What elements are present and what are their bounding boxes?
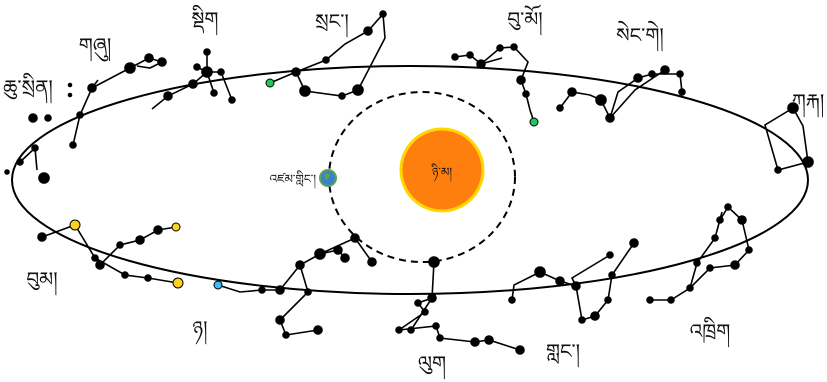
constellation-gemini — [646, 203, 753, 304]
sun-label: ཉི་མ། — [431, 163, 452, 182]
label-gemini: འཁྲིག — [690, 316, 731, 348]
earth-label: འཛམ་གླིང་། — [270, 170, 317, 189]
label-aries: ལུག — [418, 351, 446, 380]
constellation-capricorn — [4, 82, 73, 184]
constellation-taurus — [508, 238, 639, 324]
earth-continent — [324, 173, 330, 180]
constellation-sagittarius — [69, 53, 167, 149]
label-scorpio: སྡིག — [192, 4, 219, 36]
label-virgo: བུ་མོ། — [507, 4, 543, 36]
constellation-scorpio — [151, 48, 236, 110]
constellation-virgo — [451, 43, 539, 127]
label-aquarius: བུམ། — [26, 267, 57, 296]
sun — [399, 127, 485, 213]
label-sagittarius: གཞུ། — [79, 33, 112, 62]
ecliptic-ellipse — [11, 65, 809, 295]
constellation-leo — [556, 65, 686, 123]
label-pisces: ཉ། — [192, 316, 207, 345]
constellation-pisces — [213, 233, 377, 339]
constellation-libra — [265, 10, 387, 100]
label-leo: སེང་གེ། — [616, 20, 664, 52]
label-libra: སྲང་། — [315, 9, 349, 38]
constellation-aries — [395, 256, 525, 355]
label-capricorn: ཆུ་སྲིན། — [3, 72, 53, 104]
constellation-aquarius — [37, 219, 184, 289]
label-taurus: གླང་། — [546, 339, 580, 368]
constellation-cancer — [764, 102, 814, 174]
